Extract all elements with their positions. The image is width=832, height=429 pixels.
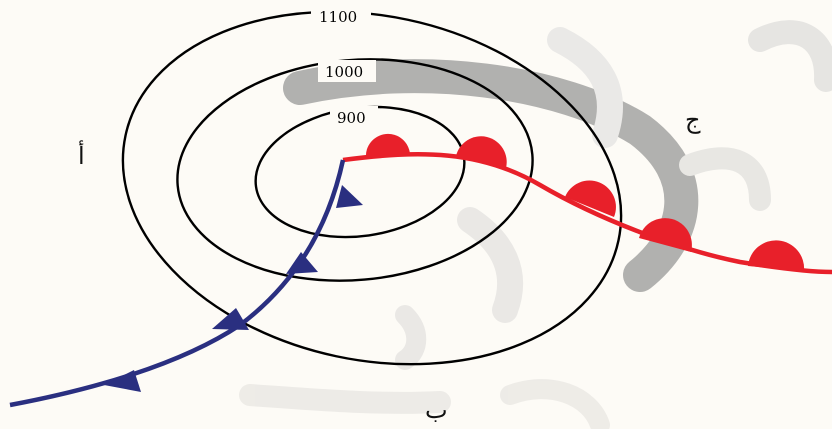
cold-front-triangle <box>104 370 141 392</box>
warm-front-semicircle <box>565 180 616 217</box>
isobar-1100 <box>121 10 623 366</box>
isobar-label-1000: 1000 <box>325 63 363 81</box>
watermark <box>239 20 832 429</box>
cold-front-line <box>9 159 346 408</box>
cold-front <box>9 159 363 408</box>
warm-front-semicircle <box>456 136 507 168</box>
region-label-b: ب <box>425 396 448 424</box>
warm-front-semicircle <box>748 240 805 271</box>
warm-front-semicircle <box>365 133 410 158</box>
warm-front <box>342 133 832 275</box>
region-label-a: أ <box>78 139 85 170</box>
cold-front-triangle <box>286 252 318 274</box>
cold-front-triangle <box>336 185 363 208</box>
cold-front-triangle <box>212 308 249 330</box>
isobar-label-1100: 1100 <box>319 8 357 26</box>
region-label-c: ج <box>685 106 701 134</box>
warm-front-semicircle <box>639 218 692 252</box>
isobar-label-900: 900 <box>337 109 366 127</box>
